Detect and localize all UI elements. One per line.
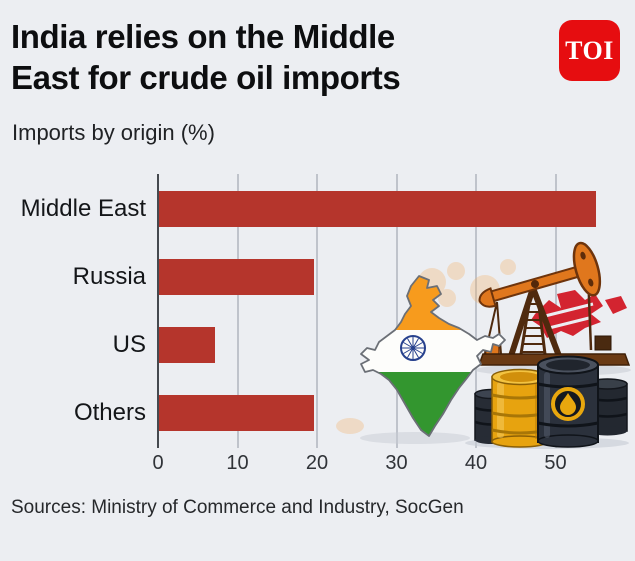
ashoka-chakra-icon [400,335,426,361]
page-title: India relies on the Middle East for crud… [11,16,551,98]
chart-subtitle: Imports by origin (%) [12,120,215,145]
gridline-20 [316,174,318,448]
bar-russia [159,259,315,295]
illustration [336,241,631,449]
x-tick-label-10: 10 [226,452,249,474]
x-tick-label-40: 40 [464,452,488,474]
category-label-us: US [112,331,146,358]
oil-barrels-icon [465,355,629,449]
x-tick-label-20: 20 [305,452,329,474]
toi-logo-text: TOI [565,35,614,65]
oil-drop-badge-icon [551,387,585,421]
x-tick-label-30: 30 [385,452,408,474]
page-title-line1: India relies on the Middle [11,18,395,55]
page-title-line2: East for crude oil imports [11,59,401,96]
sources-note: Sources: Ministry of Commerce and Indust… [11,497,464,518]
bar-others [159,395,315,431]
gridline-40 [475,174,477,448]
category-label-russia: Russia [72,263,146,290]
oil-pump-jack-icon [475,241,631,376]
category-label-middle-east: Middle East [20,195,146,222]
gridline-10 [236,174,239,448]
toi-logo: TOI [559,20,620,81]
x-tick-label-0: 0 [152,452,164,474]
bar-us [159,327,215,363]
x-tick-label-50: 50 [544,452,567,474]
gridline-30 [395,174,398,448]
y-axis-line [157,174,159,448]
bar-middle-east [159,191,597,227]
category-label-others: Others [73,399,146,426]
